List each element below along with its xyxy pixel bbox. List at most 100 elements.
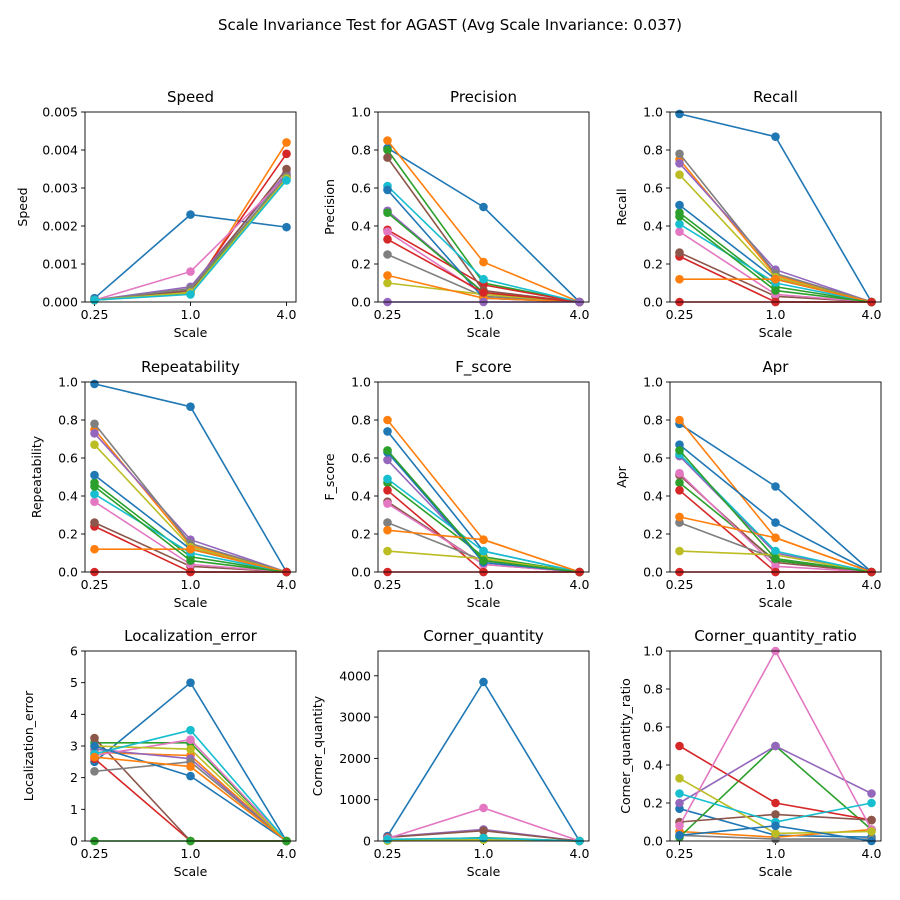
y-tick-label: 0.6 xyxy=(58,451,78,466)
data-point xyxy=(771,274,780,284)
y-tick-label: 0.8 xyxy=(643,682,663,697)
y-tick-label: 0.0 xyxy=(643,565,663,580)
y-axis-label: Corner_quantity_ratio xyxy=(618,678,633,813)
subplot-title: Precision xyxy=(450,88,517,106)
y-tick-label: 0.8 xyxy=(643,413,663,428)
x-axis-label: Scale xyxy=(467,595,501,610)
data-point xyxy=(383,271,392,280)
data-point xyxy=(186,267,195,276)
data-point xyxy=(383,235,392,244)
y-tick-label: 2 xyxy=(70,770,78,785)
data-point xyxy=(383,525,392,535)
y-tick-label: 0.8 xyxy=(58,413,78,428)
y-tick-label: 1.0 xyxy=(58,375,78,390)
data-point xyxy=(383,427,392,436)
x-tick-label: 0.25 xyxy=(666,846,694,861)
data-point xyxy=(282,138,291,147)
y-tick-label: 3000 xyxy=(339,710,371,725)
data-point xyxy=(675,274,684,284)
x-tick-label: 1.0 xyxy=(474,577,494,592)
data-point xyxy=(867,827,876,836)
y-tick-label: 0.002 xyxy=(42,219,78,234)
axes-frame xyxy=(377,111,590,303)
data-point xyxy=(383,153,392,162)
subplot-speed: Speed 0.25 1.0 4.0 0.000 0.001 0.002 0.003 0.004… xyxy=(15,88,296,340)
data-point xyxy=(90,419,99,429)
data-point xyxy=(383,136,392,145)
y-tick-label: 0.2 xyxy=(351,527,371,542)
series-line xyxy=(94,177,288,301)
subplot-repeatability: Repeatability 0.25 1.0 4.0 0.0 0.2 0.4 0.6 0.8 1.… xyxy=(29,358,296,610)
data-point xyxy=(186,210,195,219)
y-axis-label: Corner_quantity xyxy=(310,695,325,796)
data-point xyxy=(90,470,99,480)
axes-frame xyxy=(84,111,297,303)
data-point xyxy=(771,132,780,141)
data-point xyxy=(383,278,392,288)
data-point xyxy=(282,222,291,232)
data-point xyxy=(675,741,684,751)
series-line xyxy=(94,141,288,301)
data-point xyxy=(771,286,780,295)
y-tick-label: 1.0 xyxy=(643,375,663,390)
y-tick-label: 0.2 xyxy=(58,527,78,542)
data-point xyxy=(90,752,99,762)
y-tick-label: 0.2 xyxy=(643,527,663,542)
x-tick-label: 4.0 xyxy=(862,577,882,592)
axes-frame xyxy=(669,650,882,842)
data-point xyxy=(383,486,392,495)
data-point xyxy=(383,835,392,844)
data-point xyxy=(675,486,684,495)
data-point xyxy=(771,482,780,491)
series-group xyxy=(383,415,584,577)
data-point xyxy=(90,440,99,450)
series-group xyxy=(675,109,876,307)
y-axis-label: Repeatability xyxy=(29,435,44,518)
y-tick-label: 1 xyxy=(70,802,78,817)
series-group xyxy=(383,136,584,307)
x-tick-label: 0.25 xyxy=(81,577,109,592)
x-tick-label: 1.0 xyxy=(181,577,201,592)
data-point xyxy=(90,518,99,527)
data-point xyxy=(479,833,488,843)
y-tick-label: 0.0 xyxy=(351,565,371,580)
y-tick-label: 0.6 xyxy=(643,181,663,196)
data-point xyxy=(867,815,876,825)
subplot-title: Recall xyxy=(753,88,798,106)
x-tick-label: 0.25 xyxy=(374,577,402,592)
x-tick-label: 4.0 xyxy=(570,307,590,322)
data-point xyxy=(675,212,684,221)
data-point xyxy=(675,219,684,229)
y-tick-label: 0.4 xyxy=(351,219,371,234)
y-axis-label: Localization_error xyxy=(21,690,36,801)
data-point xyxy=(282,164,291,174)
data-point xyxy=(675,149,684,159)
data-point xyxy=(186,744,195,754)
subplot-title: Repeatability xyxy=(141,358,240,376)
axes-frame xyxy=(377,381,590,573)
data-point xyxy=(383,145,392,155)
data-point xyxy=(479,677,488,687)
subplot-title: Localization_error xyxy=(124,627,257,646)
data-point xyxy=(186,735,195,744)
x-tick-label: 4.0 xyxy=(277,307,297,322)
data-point xyxy=(771,518,780,527)
x-tick-label: 0.25 xyxy=(374,846,402,861)
series-group xyxy=(90,678,291,846)
data-point xyxy=(479,202,488,212)
data-point xyxy=(675,468,684,478)
subplot-f-score: F_score 0.25 1.0 4.0 0.0 0.2 0.4 0.6 0.8 1.0 Scale… xyxy=(322,358,589,610)
data-point xyxy=(867,798,876,808)
subplot-title: Speed xyxy=(167,88,214,106)
x-tick-label: 4.0 xyxy=(862,307,882,322)
y-axis-label: Speed xyxy=(15,187,30,226)
data-point xyxy=(383,518,392,527)
y-tick-label: 0.4 xyxy=(58,489,78,504)
y-tick-label: 1.0 xyxy=(351,375,371,390)
series-group xyxy=(383,677,584,846)
y-tick-label: 1.0 xyxy=(643,105,663,120)
data-point xyxy=(383,455,392,465)
data-point xyxy=(90,497,99,507)
data-point xyxy=(186,402,195,412)
